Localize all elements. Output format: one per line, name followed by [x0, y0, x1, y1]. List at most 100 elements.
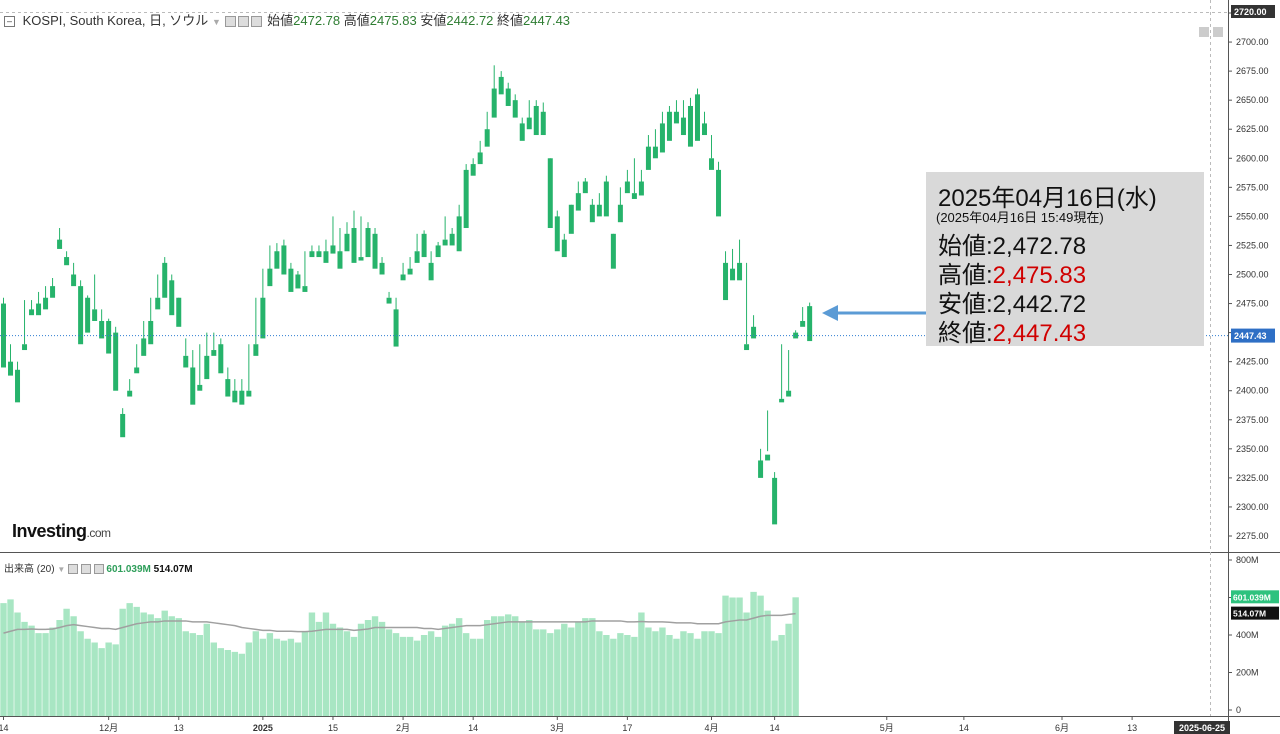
eye-icon[interactable] [80, 564, 91, 575]
volume-bar [308, 612, 316, 716]
volume-bar [217, 648, 225, 716]
volume-bar [98, 648, 105, 716]
volume-bar [378, 621, 386, 716]
candle-body [330, 245, 336, 254]
time-tick-label: 14 [959, 723, 969, 733]
volume-bar [540, 629, 547, 716]
candle-body [29, 309, 35, 316]
candle-body [148, 320, 154, 345]
volume-bar [483, 620, 491, 716]
candle-body [218, 344, 224, 374]
close-icon[interactable] [93, 564, 104, 575]
volume-bar [406, 636, 414, 716]
candle-body [309, 251, 315, 258]
price-tick-label: 2400.00 [1236, 386, 1269, 396]
candle-body [162, 262, 168, 298]
volume-bar [792, 597, 799, 716]
candle-body [659, 123, 665, 153]
candle-body [484, 129, 490, 147]
candle-body [582, 181, 588, 194]
candle-body [491, 88, 497, 118]
volume-bar [659, 627, 666, 716]
end-date-badge [1174, 721, 1230, 734]
time-tick-label: 2025 [253, 723, 273, 733]
volume-bar [224, 650, 232, 716]
volume-bar [434, 636, 442, 716]
high-label: 高値 [343, 13, 370, 28]
volume-bar [413, 640, 421, 716]
candle-body [134, 367, 140, 374]
volume-bar [196, 635, 203, 716]
volume-bar [371, 616, 379, 716]
candle-body [85, 297, 91, 333]
candle-body [680, 117, 686, 136]
candle-body [386, 297, 392, 304]
volume-bar [568, 627, 575, 716]
volume-ma-line [3, 612, 796, 634]
volume-bar [547, 633, 554, 716]
time-tick-label: 12月 [99, 723, 118, 733]
volume-bar [350, 636, 358, 716]
price-tick-label: 2600.00 [1236, 153, 1269, 163]
price-tick-label: 2325.00 [1236, 473, 1269, 483]
candle-body [36, 303, 42, 316]
chart-header: – KOSPI, South Korea, 日, ソウル ▼ 始値2472.78… [4, 10, 570, 29]
price-tick-label: 2425.00 [1236, 357, 1269, 367]
candle-body [211, 350, 217, 356]
volume-bar [322, 612, 330, 716]
volume-bar [519, 621, 526, 716]
candle-body [449, 233, 455, 246]
volume-bar [673, 638, 680, 716]
candle-body [50, 286, 56, 298]
candle-body [197, 384, 203, 391]
price-tick-label: 2700.00 [1236, 37, 1269, 47]
candle-body [8, 361, 14, 376]
volume-label[interactable]: 出来高 (20) [4, 564, 55, 575]
volume-bar [168, 616, 175, 716]
candle-body [765, 454, 771, 461]
volume-bar [42, 633, 49, 716]
candle-body [638, 181, 644, 196]
candle-body [786, 390, 792, 397]
volume-bar [764, 610, 771, 716]
volume-bar [736, 597, 743, 716]
close-icon[interactable] [251, 16, 263, 28]
volume-bar [533, 629, 540, 716]
time-tick-label: 4月 [705, 723, 719, 733]
volume-bar [112, 644, 119, 716]
volume-bar [126, 603, 133, 716]
price-tick-label: 2650.00 [1236, 95, 1269, 105]
time-tick-label: 6月 [1055, 723, 1069, 733]
volume-bar [105, 642, 112, 716]
volume-tick-label: 400M [1236, 630, 1259, 640]
collapse-icon[interactable]: – [4, 16, 15, 28]
dropdown-caret-icon[interactable]: ▼ [57, 565, 66, 574]
candle-body [603, 181, 609, 217]
candle-body [533, 105, 539, 136]
candle-body [15, 369, 21, 403]
candle-body [113, 332, 119, 391]
volume-bar [441, 625, 449, 716]
volume-bar [680, 631, 687, 716]
candle-body [779, 398, 785, 403]
info-row-close: 終値:2,447.43 [938, 320, 1087, 347]
candle-body [723, 262, 729, 301]
volume-bar [589, 618, 596, 716]
candle-body [702, 123, 707, 136]
price-tick-label: 2525.00 [1236, 240, 1269, 250]
candle-body [344, 233, 350, 252]
settings-icon[interactable] [68, 564, 79, 575]
volume-bar [182, 631, 189, 716]
eye-icon[interactable] [238, 16, 250, 28]
candle-body [737, 262, 743, 281]
volume-bar [757, 595, 764, 716]
top-price-badge [1231, 5, 1275, 18]
settings-icon[interactable] [225, 16, 237, 28]
volume-bar [526, 620, 533, 716]
dropdown-caret-icon[interactable]: ▼ [211, 17, 221, 27]
candle-body [323, 251, 329, 263]
candle-body [456, 216, 462, 252]
price-tick-label: 2575.00 [1236, 182, 1269, 192]
symbol-label[interactable]: KOSPI, South Korea, 日, ソウル [22, 13, 209, 28]
